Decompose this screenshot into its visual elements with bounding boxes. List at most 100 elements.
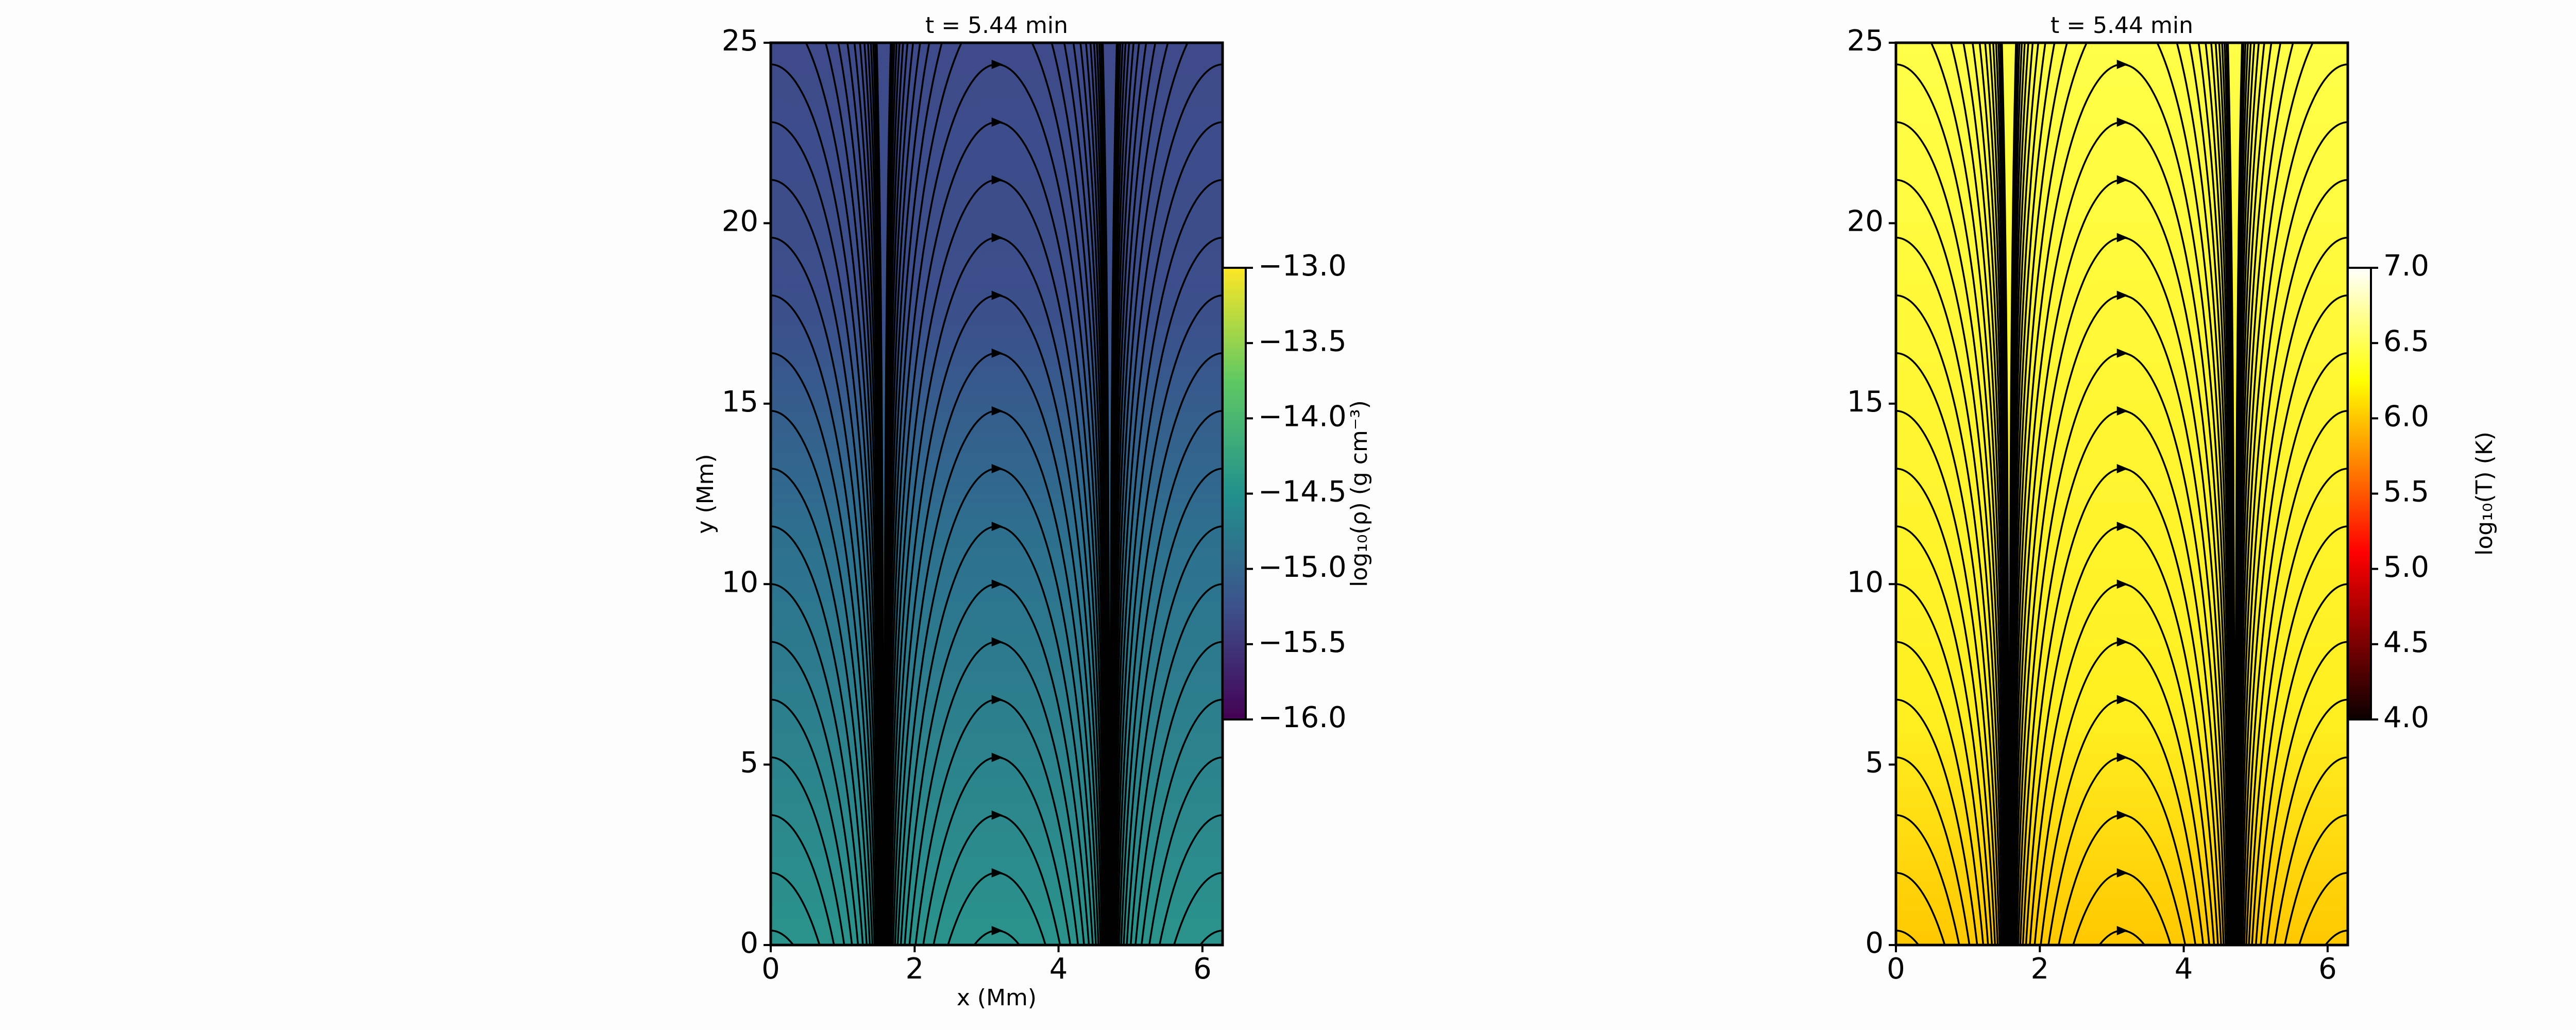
x-tick-label: 0 — [761, 952, 780, 986]
streamline — [885, 43, 1109, 945]
streamline — [2090, 988, 2154, 1017]
y-tick-label: 5 — [740, 746, 758, 780]
streamline — [1112, 63, 1223, 945]
streamline — [2010, 43, 2234, 945]
stream-arrow — [2116, 290, 2128, 300]
streamline — [1896, 988, 1927, 1017]
streamline — [771, 641, 859, 945]
stream-arrow — [991, 348, 1003, 358]
streamline — [1896, 294, 2003, 945]
colorbar-tick-label: 4.5 — [2383, 626, 2429, 659]
stream-arrow — [991, 752, 1003, 762]
colorbar-tick-label: −14.5 — [1258, 475, 1347, 509]
stream-arrow — [991, 925, 1003, 935]
stream-arrow — [2116, 60, 2128, 70]
stream-arrow — [2116, 117, 2128, 127]
stream-arrow — [2116, 637, 2128, 647]
stream-arrow — [2116, 925, 2128, 935]
streamline — [771, 294, 877, 945]
streamline — [771, 121, 881, 945]
stream-arrow — [991, 868, 1003, 878]
streamline — [1896, 930, 1920, 945]
stream-arrow — [991, 233, 1003, 243]
streamline — [846, 43, 884, 945]
colorbar-tick-label: 4.0 — [2383, 701, 2429, 734]
stream-arrow — [991, 579, 1003, 589]
stream-arrow — [2116, 695, 2128, 705]
streamline — [1896, 872, 1946, 945]
x-tick-label: 4 — [1049, 952, 1068, 986]
streamline — [2255, 583, 2348, 945]
stream-arrow — [991, 60, 1003, 70]
streamline — [771, 988, 802, 1017]
streamline — [1896, 410, 1999, 945]
streamline — [2251, 525, 2348, 945]
streamline — [1113, 121, 1223, 945]
chart-title: t = 5.44 min — [2050, 12, 2193, 39]
streamline — [771, 63, 882, 945]
stream-arrow — [991, 464, 1003, 473]
streamline — [837, 43, 883, 945]
stream-arrow — [2116, 868, 2128, 878]
streamline — [1110, 43, 1135, 945]
y-tick-label: 15 — [1847, 385, 1884, 419]
streamline — [1930, 43, 2007, 945]
stream-arrow — [991, 810, 1003, 820]
streamline — [1191, 988, 1223, 1017]
streamline — [1896, 756, 1971, 945]
x-tick-label: 6 — [1193, 952, 1212, 986]
streamline — [771, 930, 795, 945]
colorbar — [1222, 267, 1247, 720]
streamline — [824, 43, 883, 945]
colorbar-tick-label: 5.0 — [2383, 551, 2429, 584]
streamline — [1199, 930, 1223, 945]
streamline — [1110, 43, 1147, 945]
colorbar-tick-label: −16.0 — [1258, 701, 1347, 734]
y-tick-label: 10 — [1847, 565, 1884, 599]
stream-arrow — [2116, 406, 2128, 416]
streamline — [1896, 641, 1985, 945]
streamline — [853, 43, 884, 945]
x-axis-label: x (Mm) — [957, 985, 1037, 1011]
stream-arrow — [2116, 752, 2128, 762]
streamline — [1896, 121, 2006, 945]
colorbar-tick-label: −14.0 — [1258, 400, 1347, 433]
streamline — [1896, 525, 1993, 945]
streamline — [1896, 352, 2001, 945]
streamline — [771, 525, 868, 945]
streamline — [1118, 352, 1223, 945]
stream-arrow — [991, 290, 1003, 300]
streamline — [2266, 698, 2348, 945]
streamline — [2235, 43, 2265, 945]
streamline — [1129, 583, 1223, 945]
streamline — [2274, 756, 2348, 945]
streamline — [771, 352, 876, 945]
streamline — [1962, 43, 2008, 945]
colorbar-tick-label: 5.5 — [2383, 475, 2429, 509]
streamline — [2239, 179, 2348, 945]
colorbar-label: log₁₀(T) (K) — [2471, 432, 2498, 556]
streamline — [1896, 468, 1996, 945]
streamline — [1126, 525, 1223, 945]
streamline — [1896, 179, 2005, 945]
colorbar-tick-label: −13.0 — [1258, 249, 1347, 283]
streamline — [771, 698, 853, 945]
streamline — [2236, 43, 2314, 945]
streamlines — [771, 43, 1223, 1017]
streamline — [2235, 43, 2273, 945]
y-tick-label: 10 — [722, 565, 758, 599]
streamline — [1148, 756, 1223, 945]
colorbar-label: log₁₀(ρ) (g cm⁻³) — [1346, 400, 1372, 587]
y-axis-label: y (Mm) — [692, 454, 719, 534]
streamline — [771, 756, 845, 945]
streamline — [771, 583, 864, 945]
stream-arrow — [991, 117, 1003, 127]
y-tick-label: 25 — [722, 24, 758, 58]
streamline — [1896, 63, 2007, 945]
streamline — [2245, 410, 2348, 945]
streamline — [1141, 698, 1223, 945]
streamline — [2283, 814, 2348, 945]
streamline — [1896, 814, 1960, 945]
colorbar-tick-label: 7.0 — [2383, 249, 2429, 283]
streamline — [1111, 43, 1169, 945]
